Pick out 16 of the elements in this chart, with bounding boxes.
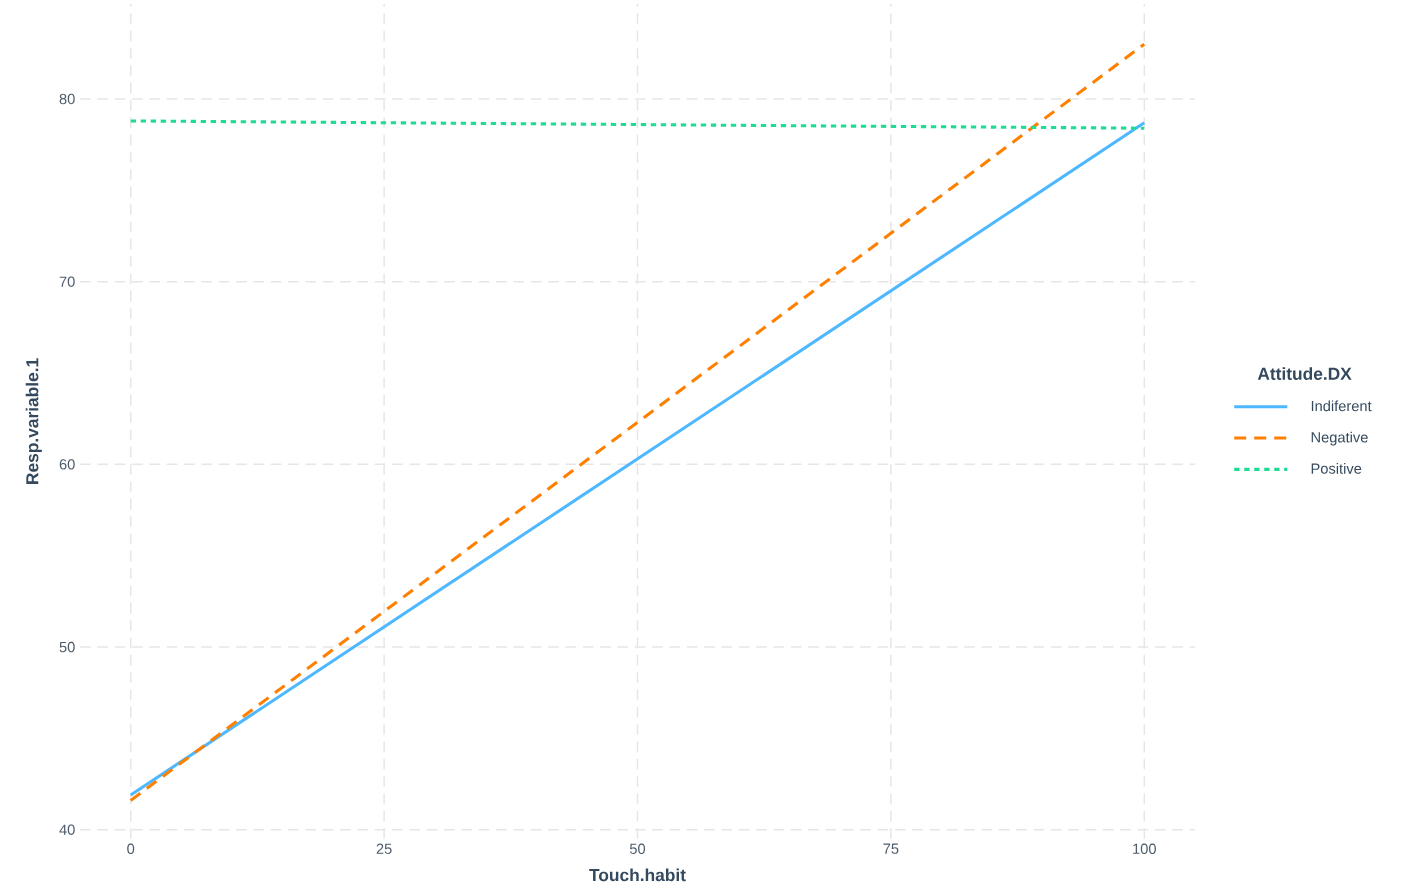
y-tick-label: 60 — [59, 459, 75, 470]
legend-label: Indiferent — [1311, 400, 1372, 412]
x-tick-label: 0 — [127, 843, 135, 854]
x-tick-label: 50 — [629, 843, 646, 854]
legend-title: Attitude.DX — [1257, 367, 1352, 380]
y-tick-label: 50 — [59, 641, 75, 653]
y-axis-title: Resp.variable.1 — [25, 358, 42, 484]
legend-label: Negative — [1311, 431, 1368, 446]
y-tick-label: 70 — [59, 276, 75, 287]
y-tick-label: 80 — [59, 93, 75, 105]
x-tick-label: 25 — [376, 843, 392, 854]
legend-label: Positive — [1311, 462, 1362, 474]
x-tick-label: 75 — [883, 843, 899, 854]
y-tick-label: 40 — [59, 824, 75, 835]
x-tick-label: 100 — [1133, 843, 1156, 854]
x-axis-title: Touch.habit — [589, 868, 686, 882]
